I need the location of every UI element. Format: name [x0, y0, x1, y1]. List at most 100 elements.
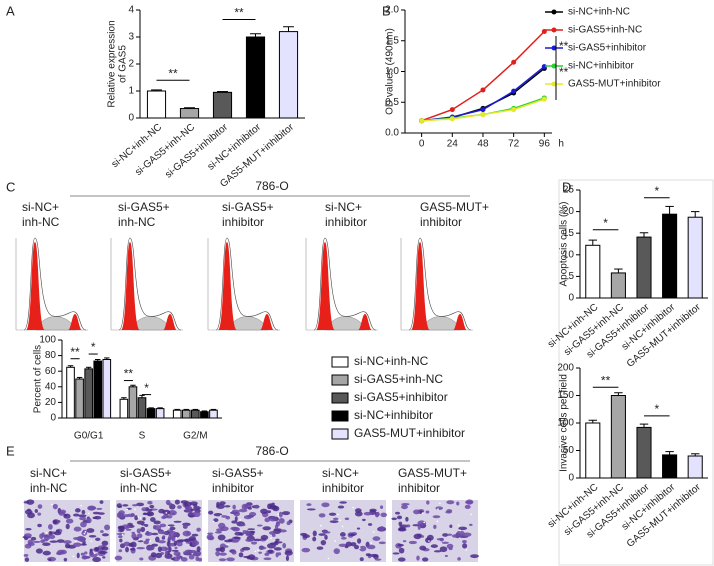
cell [274, 524, 279, 530]
hist-peak [26, 242, 45, 330]
cell [241, 546, 251, 551]
cell [136, 528, 141, 534]
cell [247, 507, 252, 510]
legend-label: si-NC+inhibitor [354, 408, 433, 422]
cell [269, 503, 273, 507]
y-tick-label: 1 [128, 86, 134, 97]
pore [175, 537, 178, 539]
y-tick-label: 4 [128, 5, 134, 16]
cell [26, 499, 35, 505]
cell [306, 508, 316, 511]
cell [395, 511, 400, 515]
cell [96, 507, 103, 510]
cell [89, 548, 93, 552]
pore [327, 557, 330, 560]
cell [180, 500, 189, 504]
bar [191, 409, 200, 419]
bar [610, 395, 626, 479]
pore [220, 515, 222, 517]
cell [339, 532, 346, 537]
cell [432, 515, 441, 519]
group-label: si-NC+ [325, 200, 362, 214]
bar [93, 360, 103, 419]
bar [278, 31, 299, 119]
bar [102, 359, 112, 419]
pore [277, 515, 280, 518]
cell [233, 536, 241, 540]
cell [316, 546, 324, 550]
cell [84, 551, 88, 555]
cell [153, 525, 162, 531]
cell [171, 549, 179, 552]
cell [80, 543, 87, 546]
cell [306, 503, 312, 507]
y-tick-label: 100 [557, 418, 574, 429]
y-tick-label: 1.5 [385, 35, 399, 46]
pore [423, 521, 426, 524]
y-tick-label: 10 [563, 249, 575, 260]
cell [94, 547, 100, 552]
cell [462, 543, 468, 549]
cell [457, 533, 464, 537]
cell [151, 532, 159, 536]
group-label: si-GAS5+ [118, 200, 170, 214]
hist-peak-2 [68, 314, 82, 330]
bar [610, 272, 626, 299]
hist-peak-2 [163, 314, 177, 330]
cell [63, 557, 68, 562]
cell [87, 506, 97, 511]
significance-label: ** [559, 39, 569, 53]
cell [187, 507, 194, 513]
cell [260, 508, 268, 514]
y-tick-label: 3 [128, 32, 134, 43]
cell [444, 554, 448, 558]
panel-d-frame [558, 179, 714, 566]
cell [446, 509, 453, 513]
cell [216, 501, 220, 507]
y-tick-label: 20 [45, 397, 57, 408]
cell [104, 524, 110, 531]
cell [216, 528, 224, 532]
cell [192, 511, 201, 518]
cell [282, 542, 287, 549]
cell [159, 523, 167, 528]
cell [312, 536, 317, 542]
cell [177, 505, 182, 509]
x-tick-label: S [139, 431, 146, 442]
cell [92, 511, 101, 515]
cell [219, 501, 226, 506]
cell [258, 551, 262, 554]
group-label: si-GAS5+ [212, 466, 264, 480]
cell [258, 546, 267, 550]
cell [264, 517, 270, 523]
bar [245, 36, 266, 119]
x-tick-label: 72 [508, 139, 520, 150]
legend-marker [551, 45, 557, 51]
cell [80, 552, 85, 556]
cell [182, 530, 192, 537]
y-axis-label: OD values (490nm) [385, 28, 396, 115]
cell [337, 505, 345, 509]
cell [56, 549, 65, 555]
pore [168, 526, 170, 528]
cell [40, 539, 45, 544]
cell [219, 546, 226, 553]
panel-label: D [562, 179, 571, 194]
pore [428, 540, 430, 542]
cell [116, 532, 126, 536]
cell [208, 510, 214, 515]
cell [218, 558, 227, 562]
legend-swatch [331, 392, 349, 404]
cell [153, 520, 161, 525]
legend-swatch [331, 356, 349, 368]
significance-label: ** [168, 66, 178, 80]
pore [470, 513, 472, 516]
group-label: inhibitor [212, 481, 254, 495]
hist-fit [118, 237, 182, 331]
cell [439, 546, 448, 553]
cell [145, 538, 150, 542]
cell [419, 545, 427, 551]
hist-peak [411, 242, 430, 330]
cell [76, 552, 80, 559]
bar [585, 244, 601, 299]
